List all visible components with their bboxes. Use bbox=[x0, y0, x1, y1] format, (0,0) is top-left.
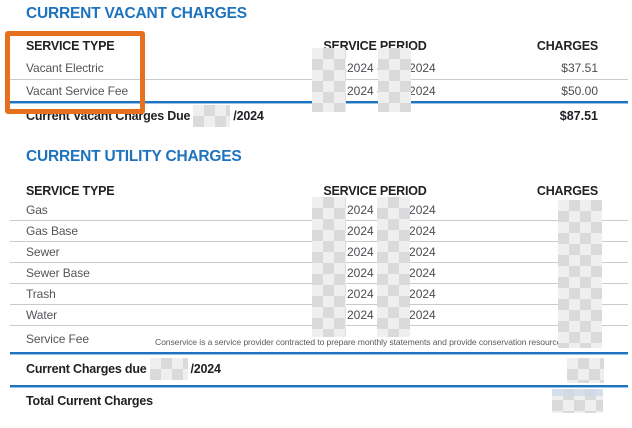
utility-section-title: CURRENT UTILITY CHARGES bbox=[26, 148, 242, 165]
service-type-cell: Trash bbox=[26, 287, 56, 301]
column-header-charges: CHARGES bbox=[536, 183, 598, 198]
column-header-charges: CHARGES bbox=[536, 39, 598, 53]
column-header-service-type: SERVICE TYPE bbox=[26, 183, 115, 198]
service-type-cell: Water bbox=[26, 308, 58, 322]
redacted-amount-block bbox=[567, 358, 604, 383]
table-row: Vacant Service Fee 2024 -2024 $50.00 bbox=[10, 80, 628, 102]
redacted-charges-block bbox=[558, 200, 602, 348]
redacted-date-block bbox=[312, 48, 346, 112]
service-period-cell: 2024 -2024 bbox=[347, 266, 436, 280]
service-type-cell: Gas bbox=[26, 203, 48, 217]
redacted-date-block bbox=[377, 197, 410, 337]
service-period-cell: 2024 -2024 bbox=[347, 245, 436, 259]
column-header-service-period: SERVICE PERIOD bbox=[323, 183, 427, 198]
service-type-highlight-annotation bbox=[5, 31, 145, 114]
redacted-amount-block bbox=[552, 389, 603, 413]
total-current-charges-row: Total Current Charges bbox=[10, 389, 628, 413]
service-type-cell: Service Fee bbox=[26, 332, 89, 346]
service-type-cell: Vacant Service Fee bbox=[26, 84, 129, 98]
charge-cell: $37.51 bbox=[561, 60, 598, 75]
redacted-due-date-block bbox=[193, 105, 231, 127]
current-charges-due-label: Current Charges due /2024 bbox=[10, 358, 221, 380]
service-type-cell: Gas Base bbox=[26, 224, 78, 238]
table-row: Service Fee bbox=[10, 326, 628, 352]
service-type-cell: Sewer Base bbox=[26, 266, 90, 280]
redacted-due-date-block bbox=[149, 358, 188, 380]
utility-table-header-row: SERVICE TYPE SERVICE PERIOD CHARGES bbox=[10, 181, 628, 200]
redacted-date-block bbox=[312, 197, 346, 337]
total-current-charges-label: Total Current Charges bbox=[26, 394, 153, 408]
section-rule bbox=[10, 385, 628, 388]
service-period-cell: 2024 -2024 bbox=[347, 84, 436, 98]
service-period-cell: 2024 -2024 bbox=[347, 224, 436, 238]
conservice-note: Conservice is a service provider contrac… bbox=[155, 337, 568, 347]
current-charges-due-row: Current Charges due /2024 bbox=[10, 357, 628, 381]
service-period-cell: 2024 -2024 bbox=[347, 203, 436, 217]
service-period-cell: 2024 -2024 bbox=[347, 308, 436, 322]
charge-cell: $50.00 bbox=[561, 84, 598, 98]
redacted-date-block bbox=[378, 48, 411, 112]
vacant-section-title: CURRENT VACANT CHARGES bbox=[26, 5, 247, 22]
service-period-cell: 2024 -2024 bbox=[347, 60, 436, 75]
section-rule bbox=[10, 352, 628, 355]
service-type-cell: Vacant Electric bbox=[26, 60, 104, 75]
service-type-cell: Sewer bbox=[26, 245, 60, 259]
service-period-cell: 2024 -2024 bbox=[347, 287, 436, 301]
column-header-service-type: SERVICE TYPE bbox=[26, 39, 115, 53]
vacant-total-amount: $87.51 bbox=[559, 109, 598, 123]
